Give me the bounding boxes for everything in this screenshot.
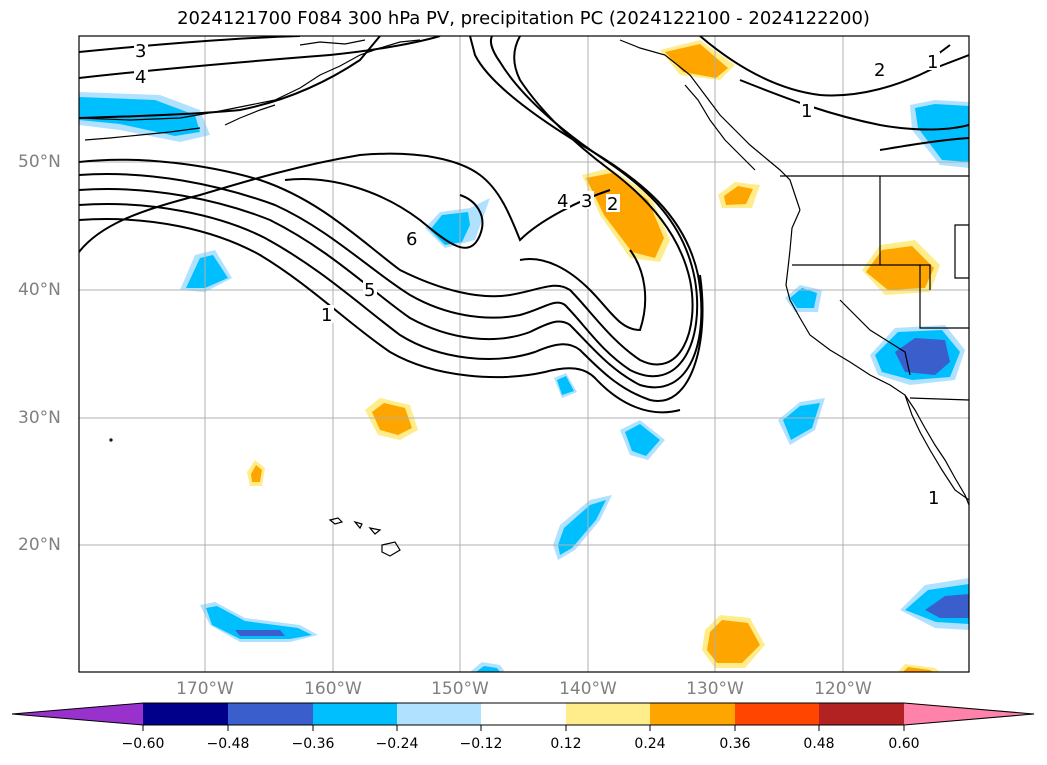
colorbar-tick-label: −0.24 <box>375 736 419 752</box>
pv-label: 2 <box>607 194 618 215</box>
pv-label: 3 <box>135 41 146 62</box>
pv-contours <box>79 36 969 414</box>
pv-label: 2 <box>874 60 885 81</box>
lat-tick-label: 50°N <box>18 152 61 172</box>
colorbar-tick-label: −0.12 <box>459 736 503 752</box>
colorbar-tick-label: 0.48 <box>803 736 835 752</box>
pv-label: 1 <box>928 488 939 509</box>
colorbar-tick-label: 0.12 <box>550 736 582 752</box>
pv-label: 3 <box>581 191 592 212</box>
lon-tick-label: 170°W <box>176 679 234 699</box>
colorbar-tick-label: −0.48 <box>206 736 250 752</box>
pv-label: 6 <box>406 229 417 250</box>
coastlines <box>79 39 969 557</box>
pv-label: 4 <box>135 67 146 88</box>
colorbar <box>11 702 1035 731</box>
map-title: 2024121700 F084 300 hPa PV, precipitatio… <box>177 8 870 29</box>
pv-label: 1 <box>927 52 938 73</box>
colorbar-tick-label: −0.36 <box>291 736 335 752</box>
lat-tick-label: 30°N <box>18 408 61 428</box>
pv-label: 1 <box>801 101 812 122</box>
colorbar-extend-low <box>12 703 143 725</box>
lon-tick-label: 140°W <box>559 679 617 699</box>
colorbar-tick-label: 0.36 <box>719 736 751 752</box>
pv-label: 4 <box>557 191 568 212</box>
pv-label: 1 <box>321 305 332 326</box>
lat-tick-label: 40°N <box>18 280 61 300</box>
colorbar-tick-label: 0.60 <box>888 736 920 752</box>
contour-labels: 3 4 6 5 1 4 3 2 2 1 1 1 <box>134 41 941 509</box>
graticule <box>79 36 969 672</box>
map-background <box>79 36 969 672</box>
lon-tick-label: 150°W <box>431 679 489 699</box>
lon-tick-label: 130°W <box>686 679 744 699</box>
lon-tick-label: 160°W <box>304 679 362 699</box>
colorbar-tick-label: 0.24 <box>634 736 666 752</box>
lon-tick-label: 120°W <box>814 679 872 699</box>
map-frame <box>78 35 970 673</box>
pv-label: 5 <box>364 280 375 301</box>
lat-tick-label: 20°N <box>18 535 61 555</box>
precipitation-shading <box>79 40 969 672</box>
colorbar-tick-label: −0.60 <box>121 736 165 752</box>
colorbar-extend-high <box>904 703 1034 725</box>
